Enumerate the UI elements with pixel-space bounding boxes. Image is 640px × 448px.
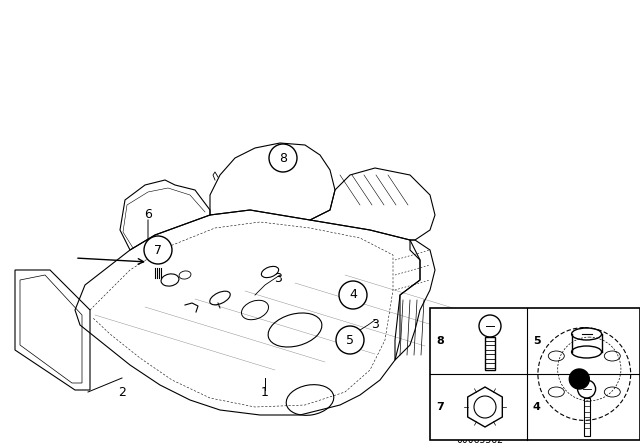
Text: 5: 5 [532,336,540,346]
Text: 4: 4 [349,289,357,302]
Text: 3: 3 [274,271,282,284]
Text: 1: 1 [261,387,269,400]
Circle shape [144,236,172,264]
Circle shape [336,326,364,354]
Text: 00065562: 00065562 [456,435,504,445]
FancyBboxPatch shape [584,398,589,436]
Text: 8: 8 [436,336,444,346]
Text: 4: 4 [532,402,541,412]
Circle shape [339,281,367,309]
Text: 8: 8 [279,151,287,164]
FancyBboxPatch shape [430,308,640,440]
Text: 6: 6 [144,208,152,221]
FancyBboxPatch shape [485,337,495,370]
Text: 7: 7 [154,244,162,257]
Text: 5: 5 [346,333,354,346]
Circle shape [269,144,297,172]
Text: 7: 7 [436,402,444,412]
Text: 3: 3 [371,319,379,332]
Text: 2: 2 [118,387,126,400]
Circle shape [570,369,589,389]
